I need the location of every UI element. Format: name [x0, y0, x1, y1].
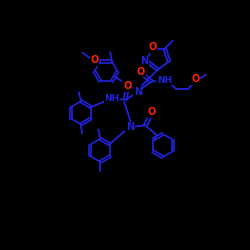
Text: N: N: [126, 122, 134, 132]
Text: NH: NH: [157, 76, 172, 84]
Text: O: O: [148, 42, 156, 52]
Text: NH: NH: [104, 94, 120, 103]
Text: N: N: [134, 86, 142, 97]
Text: O: O: [123, 81, 131, 91]
Text: N: N: [140, 56, 149, 66]
Text: O: O: [90, 56, 98, 66]
Text: O: O: [148, 108, 156, 118]
Text: O: O: [137, 66, 145, 76]
Text: O: O: [191, 74, 200, 85]
